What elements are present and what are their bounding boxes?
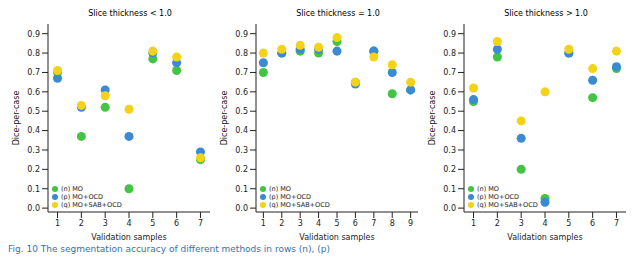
- svg-text:0.0: 0.0: [27, 204, 40, 213]
- svg-text:4: 4: [316, 219, 321, 228]
- svg-text:0.6: 0.6: [27, 88, 40, 97]
- html-text:Fig. 10 The segmentation accur: Fig. 10 The segmentation accuracy of dif…: [8, 244, 330, 254]
- svg-text:0.1: 0.1: [443, 185, 456, 194]
- html-text:(q) MO+SAB+OCD: (q) MO+SAB+OCD: [269, 201, 330, 209]
- svg-text:0.8: 0.8: [443, 49, 456, 58]
- svg-text:5: 5: [150, 219, 155, 228]
- svg-text:6: 6: [590, 219, 595, 228]
- svg-text:5: 5: [566, 219, 571, 228]
- html-text:(n) MO: (n) MO: [61, 185, 83, 193]
- svg-text:0.3: 0.3: [235, 146, 248, 155]
- svg-text:0.3: 0.3: [27, 146, 40, 155]
- html-text:(p) MO+OCD: (p) MO+OCD: [61, 193, 104, 201]
- svg-text:0.5: 0.5: [443, 107, 456, 116]
- html-text:(n) MO: (n) MO: [269, 185, 291, 193]
- svg-text:6: 6: [353, 219, 358, 228]
- svg-text:0.7: 0.7: [235, 68, 248, 77]
- svg-text:Validation samples: Validation samples: [299, 233, 374, 242]
- svg-text:3: 3: [298, 219, 303, 228]
- svg-text:0.5: 0.5: [27, 107, 40, 116]
- html-text:(p) MO+OCD: (p) MO+OCD: [477, 193, 520, 201]
- svg-text:3: 3: [519, 219, 524, 228]
- html-text:Slice thickness > 1.0: Slice thickness > 1.0: [504, 9, 588, 18]
- svg-text:0.9: 0.9: [443, 30, 456, 39]
- svg-text:7: 7: [198, 219, 203, 228]
- svg-text:0.9: 0.9: [27, 30, 40, 39]
- svg-text:Validation samples: Validation samples: [507, 233, 582, 242]
- html-text:(q) MO+SAB+OCD: (q) MO+SAB+OCD: [61, 201, 122, 209]
- html-text:(p) MO+OCD: (p) MO+OCD: [269, 193, 312, 201]
- svg-text:7: 7: [371, 219, 376, 228]
- svg-text:9: 9: [408, 219, 413, 228]
- svg-text:6: 6: [174, 219, 179, 228]
- svg-text:5: 5: [334, 219, 339, 228]
- svg-text:0.1: 0.1: [235, 185, 248, 194]
- svg-text:7: 7: [614, 219, 619, 228]
- svg-text:0.4: 0.4: [27, 126, 40, 135]
- svg-text:8: 8: [390, 219, 395, 228]
- svg-text:2: 2: [79, 219, 84, 228]
- svg-text:0.8: 0.8: [235, 49, 248, 58]
- svg-text:0.3: 0.3: [443, 146, 456, 155]
- svg-text:2: 2: [279, 219, 284, 228]
- svg-text:1: 1: [55, 219, 60, 228]
- svg-text:0.5: 0.5: [235, 107, 248, 116]
- svg-text:0.2: 0.2: [27, 165, 40, 174]
- html-text:(n) MO: (n) MO: [477, 185, 499, 193]
- svg-text:Dice-per-case: Dice-per-case: [12, 91, 21, 146]
- svg-text:0.4: 0.4: [235, 126, 248, 135]
- html-text:(q) MO+SAB+OCD: (q) MO+SAB+OCD: [477, 201, 538, 209]
- svg-text:2: 2: [495, 219, 500, 228]
- html-text:Slice thickness = 1.0: Slice thickness = 1.0: [296, 9, 380, 18]
- svg-text:3: 3: [103, 219, 108, 228]
- svg-text:0.6: 0.6: [443, 88, 456, 97]
- svg-text:0.7: 0.7: [27, 68, 40, 77]
- svg-text:0.8: 0.8: [27, 49, 40, 58]
- svg-text:0.2: 0.2: [235, 165, 248, 174]
- svg-text:0.2: 0.2: [443, 165, 456, 174]
- html-text:Slice thickness < 1.0: Slice thickness < 1.0: [88, 9, 172, 18]
- svg-text:0.4: 0.4: [443, 126, 456, 135]
- svg-text:4: 4: [542, 219, 547, 228]
- svg-text:0.0: 0.0: [443, 204, 456, 213]
- svg-text:0.9: 0.9: [235, 30, 248, 39]
- svg-text:Validation samples: Validation samples: [91, 233, 166, 242]
- svg-text:Dice-per-case: Dice-per-case: [220, 91, 229, 146]
- svg-text:0.7: 0.7: [443, 68, 456, 77]
- svg-text:0.0: 0.0: [235, 204, 248, 213]
- svg-text:0.6: 0.6: [235, 88, 248, 97]
- svg-text:1: 1: [261, 219, 266, 228]
- svg-text:Dice-per-case: Dice-per-case: [428, 91, 437, 146]
- svg-text:4: 4: [126, 219, 131, 228]
- svg-text:1: 1: [471, 219, 476, 228]
- svg-text:0.1: 0.1: [27, 185, 40, 194]
